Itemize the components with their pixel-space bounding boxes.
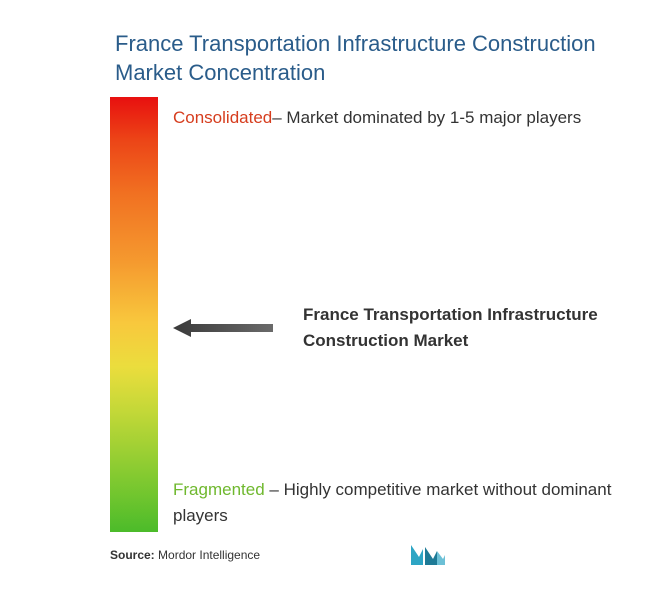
consolidated-keyword: Consolidated — [173, 108, 272, 127]
source-attribution: Source: Mordor Intelligence — [110, 548, 260, 562]
footer: Source: Mordor Intelligence — [110, 543, 642, 567]
market-pointer: France Transportation Infrastructure Con… — [173, 302, 632, 353]
market-name-label: France Transportation Infrastructure Con… — [303, 302, 632, 353]
labels-area: Consolidated– Market dominated by 1-5 ma… — [158, 97, 642, 532]
chart-title: France Transportation Infrastructure Con… — [115, 30, 642, 87]
fragmented-label: Fragmented – Highly competitive market w… — [173, 477, 632, 528]
content-area: Consolidated– Market dominated by 1-5 ma… — [25, 97, 642, 532]
consolidated-label: Consolidated– Market dominated by 1-5 ma… — [173, 105, 632, 131]
concentration-gradient-bar — [110, 97, 158, 532]
mordor-logo-icon — [409, 543, 447, 567]
arrow-left-icon — [173, 319, 273, 337]
source-label: Source: — [110, 548, 155, 562]
source-value: Mordor Intelligence — [155, 548, 260, 562]
consolidated-description: – Market dominated by 1-5 major players — [272, 108, 581, 127]
fragmented-keyword: Fragmented — [173, 480, 265, 499]
